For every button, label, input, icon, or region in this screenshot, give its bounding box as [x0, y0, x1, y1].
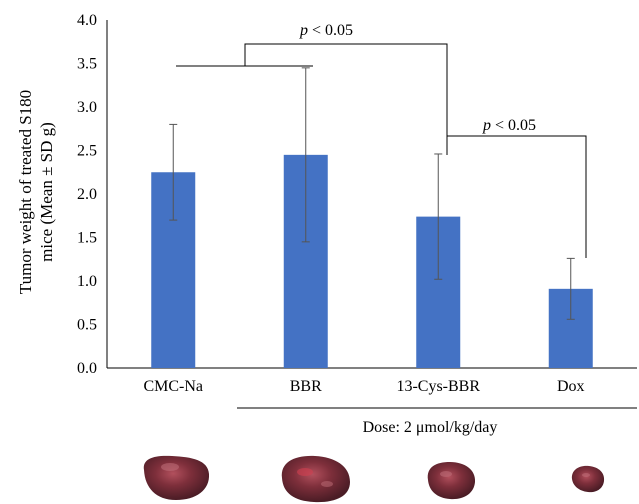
- bracket-2-path: [446, 135, 587, 258]
- bars: [151, 154, 593, 368]
- tumor-photo-cmc-na: [143, 455, 210, 500]
- error-bar-13-cys-bbr: [434, 153, 443, 280]
- significance-label-1: p < 0.05: [299, 22, 353, 39]
- tumor-photo-13-cys-bbr: [427, 462, 476, 500]
- y-axis-label-line-1: Tumor weight of treated S180: [16, 90, 35, 294]
- p-symbol-1: p: [299, 22, 308, 39]
- x-tick-label-dox: Dox: [557, 378, 585, 395]
- error-bar-dox: [566, 257, 575, 320]
- tumor-photo-dox: [571, 465, 605, 493]
- x-tick-labels: CMC-Na BBR 13-Cys-BBR Dox: [143, 378, 584, 395]
- dose-note: Dose: 2 μmol/kg/day: [363, 419, 498, 436]
- error-bars: [169, 67, 575, 320]
- y-tick-label: 3.5: [77, 56, 97, 73]
- y-tick-label: 4.0: [77, 12, 97, 29]
- y-axis-title: Tumor weight of treated S180 mice (Mean …: [16, 90, 56, 294]
- x-tick-label-cmc-na: CMC-Na: [143, 378, 203, 395]
- y-tick-label: 0.0: [77, 360, 97, 377]
- error-bar-cmc-na: [169, 123, 178, 221]
- y-tick-label: 3.0: [77, 99, 97, 116]
- p-threshold-1: < 0.05: [308, 22, 353, 39]
- y-tick-label: 0.5: [77, 317, 97, 334]
- significance-bracket-2: [446, 135, 587, 258]
- bracket-1-upper: [244, 43, 448, 155]
- x-tick-label-13-cys-bbr: 13-Cys-BBR: [396, 378, 480, 395]
- y-axis-label-line-2: mice (Mean ± SD g): [37, 122, 56, 262]
- significance-label-2: p < 0.05: [482, 117, 536, 134]
- error-bar-bbr: [301, 67, 310, 243]
- y-tick-label: 2.0: [77, 186, 97, 203]
- tumor-photo-bbr: [281, 455, 350, 503]
- y-tick-label: 2.5: [77, 143, 97, 160]
- x-tick-label-bbr: BBR: [290, 378, 322, 395]
- y-tick-labels: 0.0 0.5 1.0 1.5 2.0 2.5 3.0 3.5 4.0: [77, 12, 97, 377]
- p-threshold-2: < 0.05: [491, 117, 536, 134]
- y-tick-label: 1.5: [77, 230, 97, 247]
- tumor-photos: [143, 455, 605, 503]
- p-symbol-2: p: [482, 117, 491, 134]
- y-tick-label: 1.0: [77, 273, 97, 290]
- significance-bracket-1: [176, 43, 448, 155]
